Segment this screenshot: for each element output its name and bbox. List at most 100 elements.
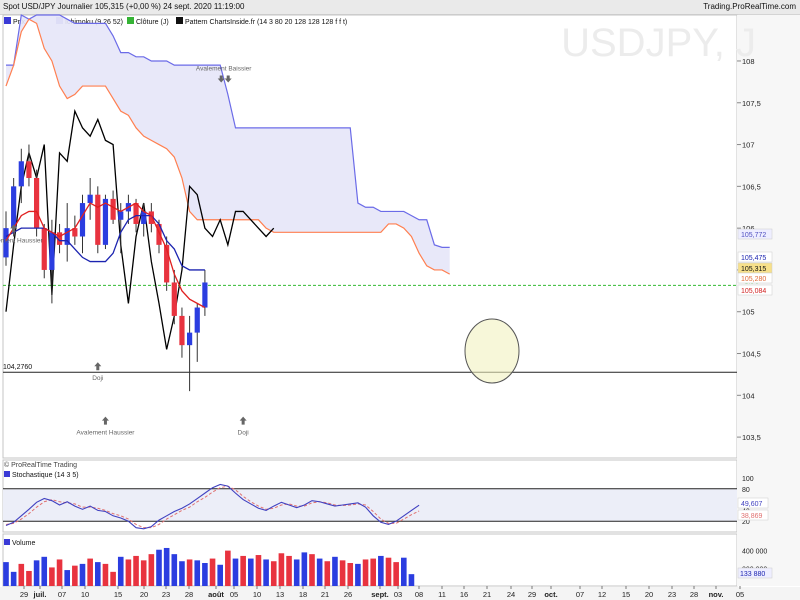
stoch-legend-swatch — [4, 471, 10, 477]
volume-panel-frame — [2, 533, 738, 587]
volume-bar — [33, 560, 40, 586]
x-tick-label: 24 — [507, 590, 515, 599]
x-tick-label: 05 — [230, 590, 238, 599]
volume-bar — [355, 563, 361, 586]
candle-body — [118, 211, 124, 220]
volume-title: Volume — [12, 540, 35, 547]
volume-bar — [255, 555, 262, 586]
volume-legend-swatch — [4, 539, 10, 545]
stoch-k-line — [5, 483, 420, 530]
x-tick-label: 23 — [668, 590, 676, 599]
volume-bar — [362, 559, 369, 586]
y-tick-label: 103,5 — [742, 433, 761, 442]
volume-bar — [140, 560, 147, 586]
volume-bar — [408, 574, 415, 586]
volume-bar — [217, 564, 223, 586]
chart-title: Spot USD/JPY Journalier 105,315 (+0,00 %… — [3, 2, 245, 11]
candle-body — [171, 282, 177, 316]
pattern-annotation: Avalement Haussier — [76, 430, 135, 437]
y-tick-label: 106,5 — [742, 182, 761, 191]
x-tick-label: juil. — [33, 590, 47, 599]
volume-bar — [95, 562, 101, 586]
senkou-span-b-line — [6, 14, 450, 248]
legend-swatch — [127, 17, 134, 24]
candle-body — [34, 177, 40, 229]
x-tick-label: 28 — [690, 590, 698, 599]
senkou-span-a-line — [5, 18, 450, 275]
legend-swatch — [176, 17, 183, 24]
candle-body — [3, 228, 9, 258]
x-tick-label: 07 — [576, 590, 584, 599]
volume-value-box — [737, 567, 773, 579]
x-tick-label: 15 — [114, 590, 122, 599]
candle-body — [156, 223, 162, 245]
site-label: Trading.ProRealTime.com — [703, 2, 796, 11]
x-axis-background — [0, 587, 800, 600]
candle-body — [148, 211, 154, 224]
x-tick-label: 10 — [81, 590, 89, 599]
x-tick-label: 21 — [321, 590, 329, 599]
price-label-value: 105,280 — [741, 276, 766, 283]
candle-body — [141, 211, 147, 224]
stoch-band — [3, 488, 737, 522]
x-tick-label: 23 — [162, 590, 170, 599]
volume-bar — [240, 555, 246, 586]
footer-copyright: © ProRealTime Trading — [4, 461, 77, 469]
volume-bar — [378, 555, 384, 586]
x-tick-label: 29 — [20, 590, 28, 599]
price-label-box — [737, 272, 773, 284]
price-label-value: 105,475 — [741, 255, 766, 262]
x-tick-label: sept. — [371, 590, 389, 599]
volume-tick-label: 400 000 — [742, 549, 767, 556]
x-tick-label: août — [208, 590, 224, 599]
volume-bar — [232, 558, 239, 586]
stoch-signal-line — [5, 485, 420, 529]
x-tick-label: 28 — [185, 590, 193, 599]
volume-bar — [324, 561, 331, 586]
price-label-value: 105,315 — [741, 266, 766, 273]
volume-bar — [278, 553, 285, 586]
volume-bar — [209, 558, 216, 586]
volume-bar — [225, 550, 231, 586]
x-tick-label: 03 — [394, 590, 402, 599]
y-tick-label: 104 — [742, 391, 755, 400]
legend-swatch — [4, 17, 11, 24]
volume-bar — [133, 555, 139, 586]
volume-bar — [26, 570, 32, 586]
volume-bar — [301, 552, 308, 586]
volume-bar — [339, 560, 346, 586]
stoch-d-value: 38,869 — [741, 513, 763, 520]
x-tick-label: 05 — [736, 590, 744, 599]
candle-body — [72, 228, 78, 237]
price-label-box — [737, 284, 773, 296]
x-tick-label: nov. — [709, 590, 724, 599]
candle-body — [110, 198, 116, 220]
tenkan-sen-line — [5, 202, 206, 309]
candle-body — [133, 203, 139, 224]
candle-body — [26, 161, 32, 178]
bullish-arrow-icon — [239, 416, 247, 425]
y-axis-background — [737, 15, 800, 586]
volume-bar — [347, 563, 354, 586]
legend-label: Prix — [13, 19, 26, 26]
candle-body — [102, 198, 109, 245]
price-label-value: 105,772 — [741, 232, 766, 239]
x-tick-label: 29 — [528, 590, 536, 599]
price-label-box — [737, 228, 773, 240]
candle-body — [41, 228, 47, 270]
volume-bar — [72, 565, 78, 586]
candle-body — [64, 228, 70, 245]
x-tick-label: 16 — [460, 590, 468, 599]
stoch-tick-label: 100 — [742, 476, 754, 483]
x-tick-label: 20 — [140, 590, 148, 599]
candle-body — [202, 282, 208, 308]
volume-bar — [202, 563, 208, 586]
highlight-ellipse — [464, 318, 520, 384]
x-tick-label: 26 — [344, 590, 352, 599]
legend-label: Pattern ChartsInside.fr (14 3 80 20 128 … — [185, 19, 347, 26]
pattern-annotation: Avalement Haussier — [0, 237, 44, 244]
volume-bar — [18, 563, 25, 586]
candle-body — [11, 186, 17, 229]
price-label-value: 105,084 — [741, 288, 766, 295]
candle-body — [79, 203, 86, 237]
